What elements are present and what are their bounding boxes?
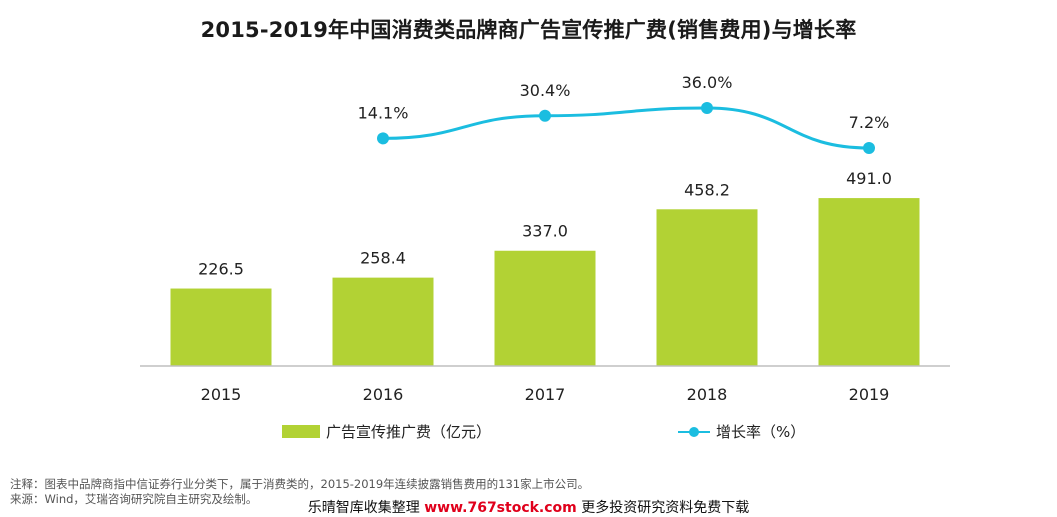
growth-label-2018: 36.0% <box>682 73 733 92</box>
bar-value-label-2019: 491.0 <box>846 169 892 188</box>
footer-url-link[interactable]: www.767stock.com <box>424 500 577 516</box>
x-tick-labels: 2015 2016 2017 2018 2019 <box>201 385 890 404</box>
x-tick-2016: 2016 <box>363 385 404 404</box>
footer-suffix: 更多投资研究资料免费下载 <box>581 500 750 516</box>
legend-item-line: 增长率（%） <box>678 421 805 442</box>
growth-line <box>382 106 870 150</box>
growth-line-series <box>377 102 875 154</box>
growth-point-2019 <box>863 142 875 154</box>
chart-legend: 广告宣传推广费（亿元） 增长率（%） <box>0 421 1057 445</box>
bar-value-labels: 226.5 258.4 337.0 458.2 491.0 <box>198 169 892 278</box>
note-text: 注释：图表中品牌商指中信证券行业分类下，属于消费类的，2015-2019年连续披… <box>10 477 590 491</box>
bar-value-label-2017: 337.0 <box>522 222 568 241</box>
bar-series <box>170 198 920 366</box>
x-tick-2018: 2018 <box>687 385 728 404</box>
legend-item-bar: 广告宣传推广费（亿元） <box>282 421 491 442</box>
chart-notes: 注释：图表中品牌商指中信证券行业分类下，属于消费类的，2015-2019年连续披… <box>10 477 589 507</box>
x-tick-2017: 2017 <box>525 385 566 404</box>
growth-point-2016 <box>377 132 389 145</box>
growth-point-2017 <box>539 109 551 122</box>
x-tick-2015: 2015 <box>201 385 242 404</box>
x-tick-2019: 2019 <box>849 385 890 404</box>
bar-2018 <box>656 209 758 366</box>
legend-bar-swatch <box>282 425 320 438</box>
bar-value-label-2016: 258.4 <box>360 249 406 268</box>
footer-prefix: 乐晴智库收集整理 <box>307 500 420 516</box>
bar-value-label-2015: 226.5 <box>198 260 244 279</box>
bar-2017 <box>494 250 596 366</box>
growth-value-labels: 14.1% 30.4% 36.0% 7.2% <box>358 73 890 132</box>
legend-line-label: 增长率（%） <box>716 423 806 441</box>
growth-label-2019: 7.2% <box>849 113 890 132</box>
chart-title: 2015-2019年中国消费类品牌商广告宣传推广费(销售费用)与增长率 <box>200 18 857 42</box>
legend-bar-label: 广告宣传推广费（亿元） <box>326 423 492 441</box>
footer-banner: 乐晴智库收集整理 www.767stock.com 更多投资研究资料免费下载 <box>0 497 1057 517</box>
source-text: 来源：Wind，艾瑞咨询研究院自主研究及绘制。 <box>10 492 258 506</box>
bar-value-label-2018: 458.2 <box>684 180 730 199</box>
bar-2016 <box>332 277 434 366</box>
growth-label-2016: 14.1% <box>358 103 409 122</box>
legend-line-swatch <box>678 425 710 439</box>
growth-label-2017: 30.4% <box>520 81 571 100</box>
bar-2019 <box>818 198 920 366</box>
growth-point-2018 <box>701 102 713 114</box>
bar-2015 <box>170 288 272 366</box>
